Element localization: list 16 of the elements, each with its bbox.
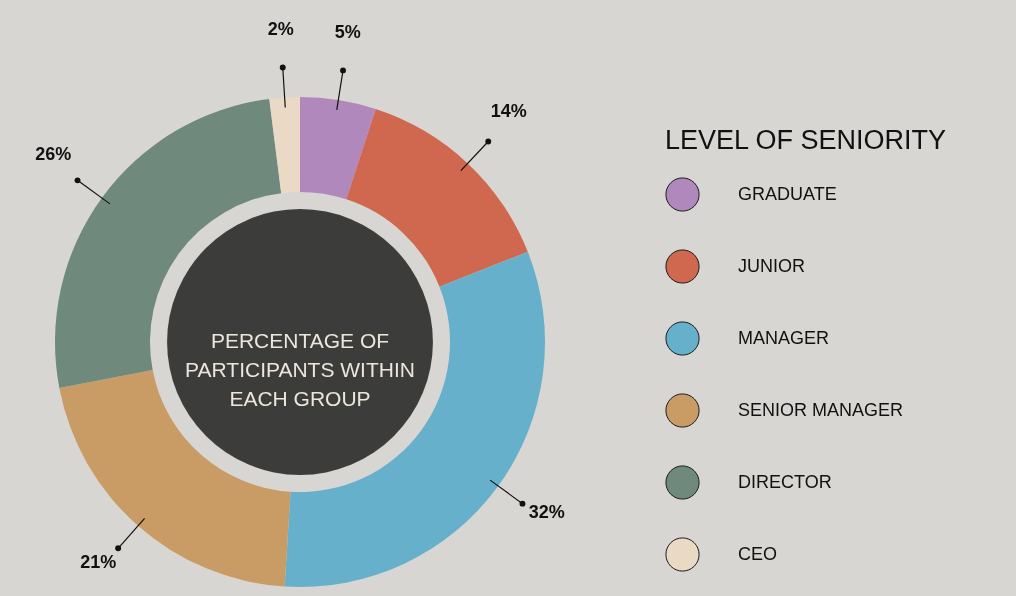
data-label: 32% [528, 502, 565, 523]
legend-label: CEO [738, 543, 778, 564]
donut-slice [269, 97, 300, 194]
text: PERCENTAGE OF PARTICIPANTS WITHIN EACH GROUP [185, 329, 415, 410]
data-label: 5% [334, 21, 361, 42]
legend-label: GRADUATE [738, 183, 837, 204]
data-label: 14% [490, 100, 527, 121]
legend-label: MANAGER [738, 327, 830, 348]
legend-label: JUNIOR [738, 255, 805, 276]
donut-slice [300, 97, 376, 200]
data-label: 26% [35, 143, 72, 164]
legend-title: LEVEL OF SENIORITY [665, 125, 947, 155]
data-label: 2% [267, 18, 294, 39]
data-label: 21% [80, 551, 117, 572]
legend-label: DIRECTOR [738, 471, 832, 492]
legend-label: SENIOR MANAGER [738, 399, 904, 420]
